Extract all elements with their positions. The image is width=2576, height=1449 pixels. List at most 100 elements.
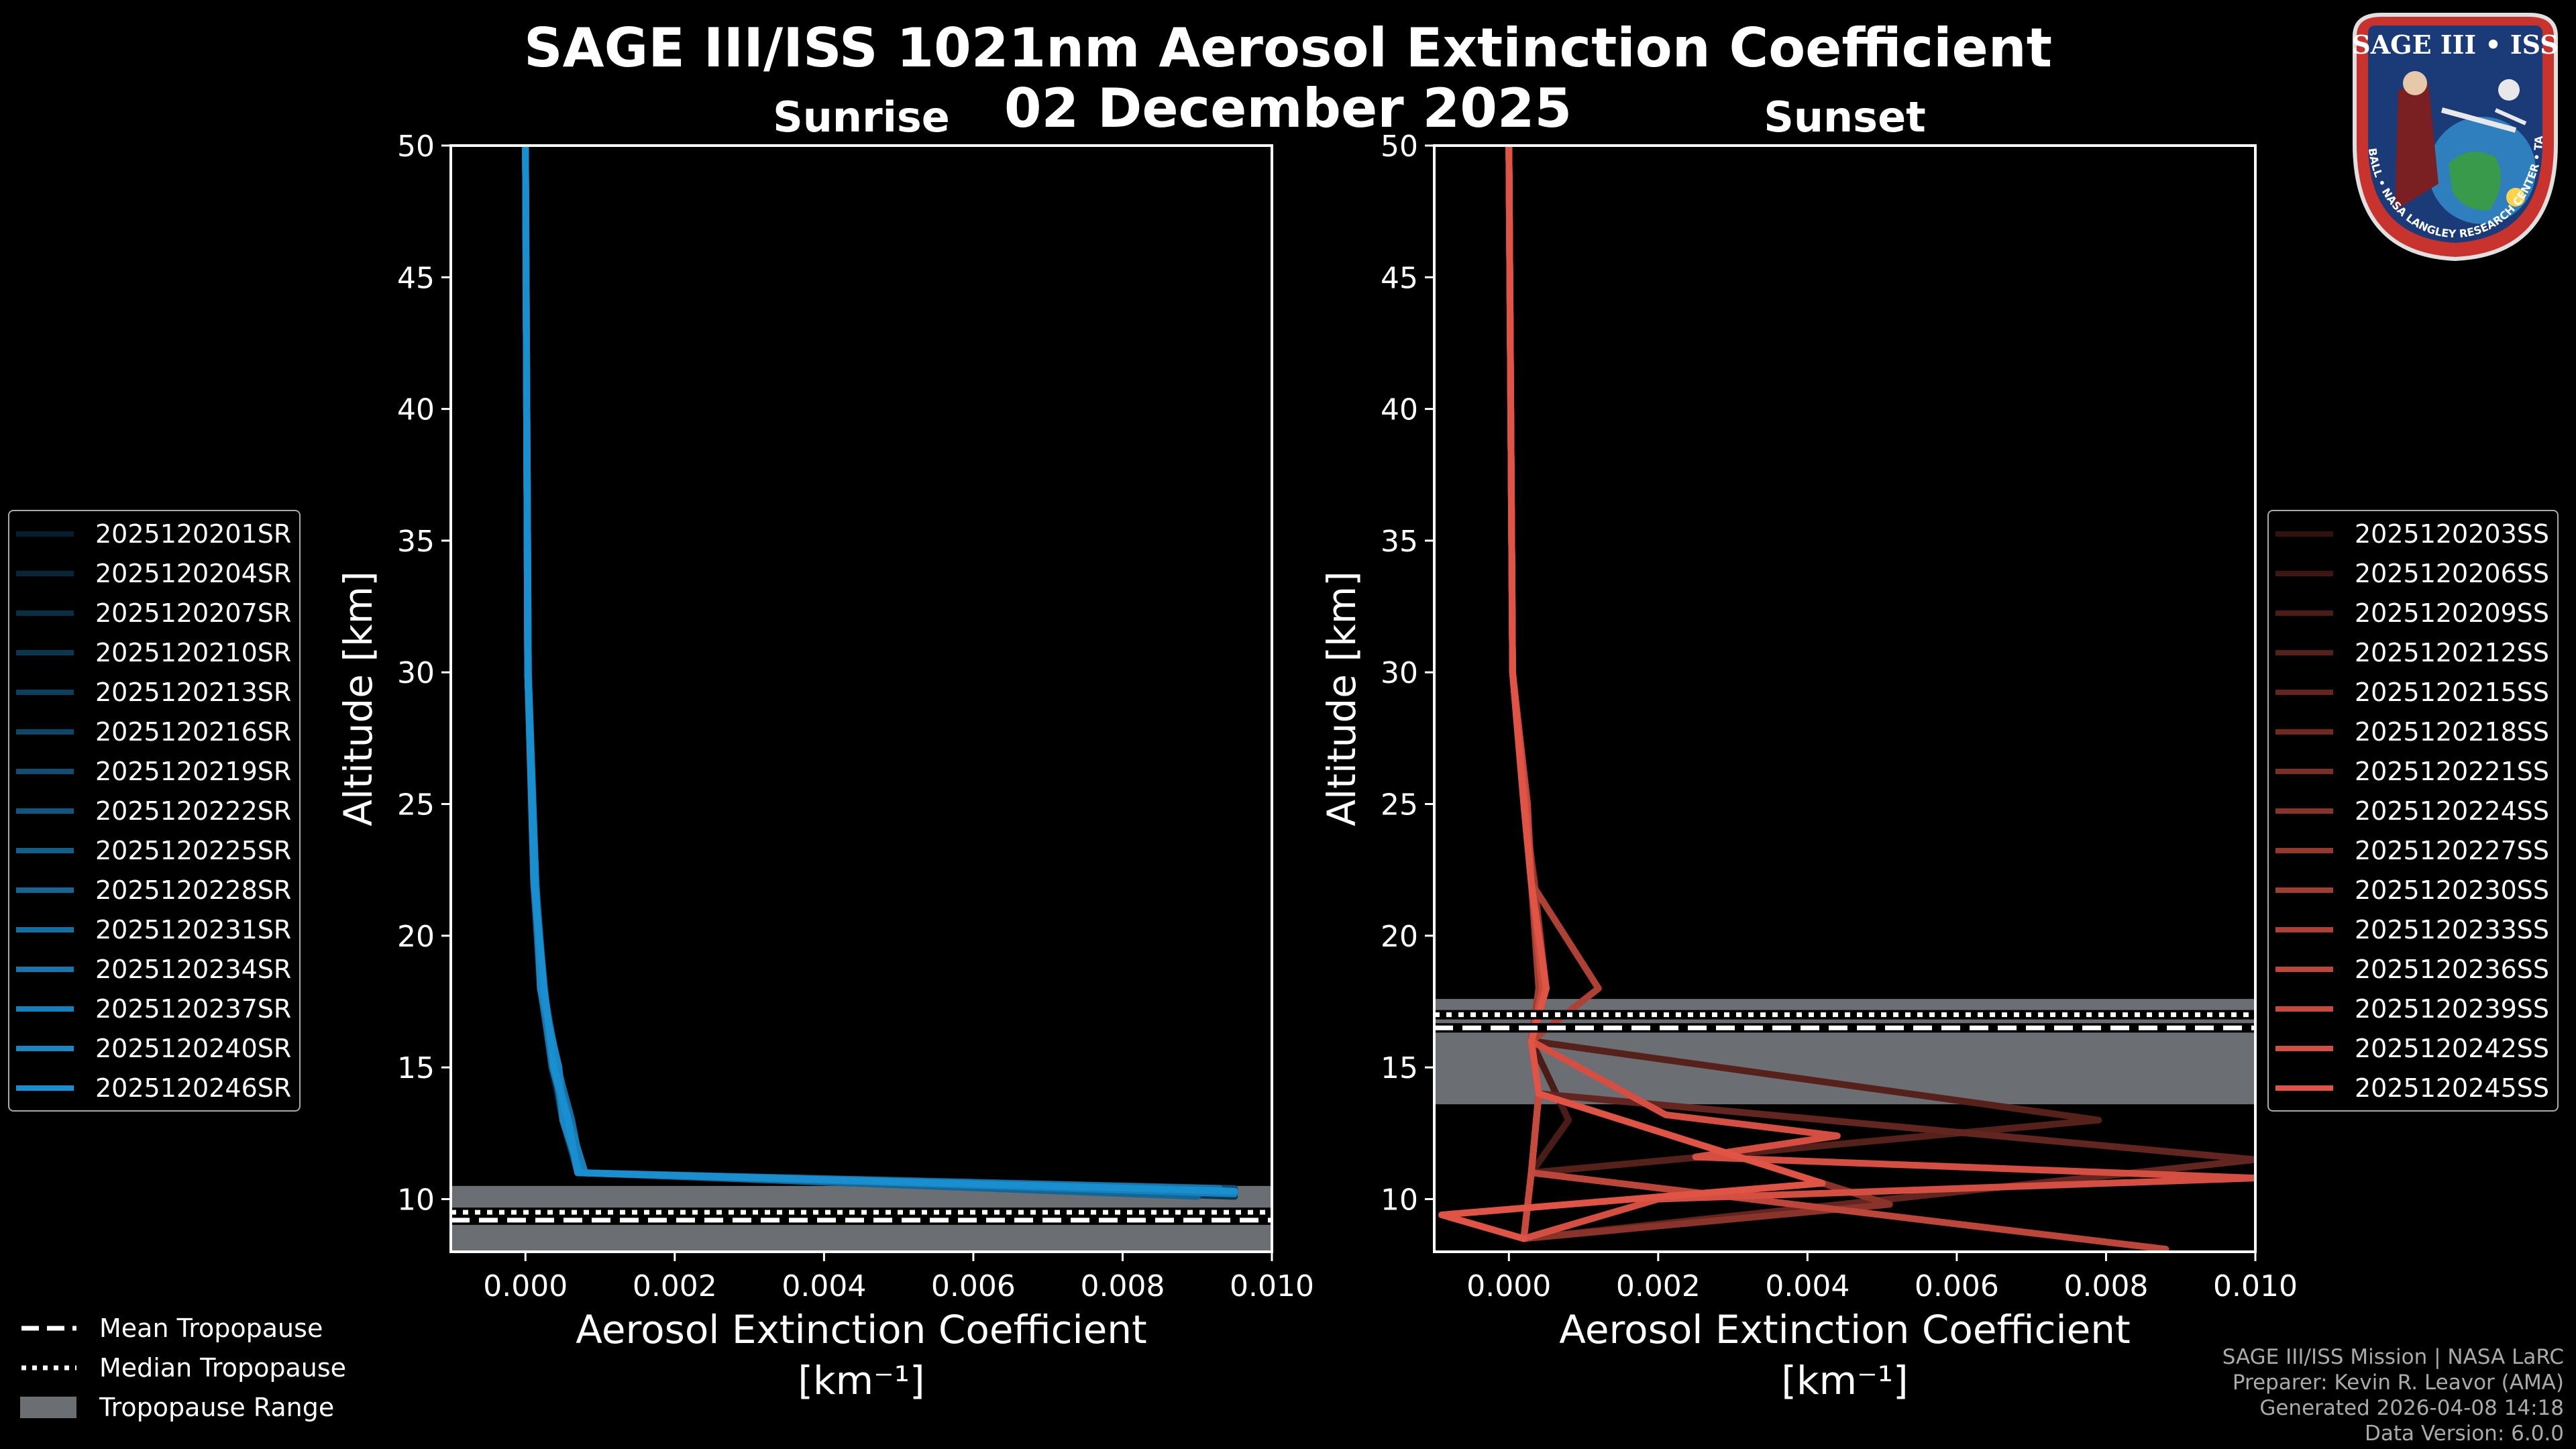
legend-tropopause-range: Tropopause Range xyxy=(20,1387,346,1427)
legend-label: 2025120237SR xyxy=(95,994,292,1024)
legend-swatch xyxy=(16,570,74,576)
legend-item: 2025120210SR xyxy=(16,633,291,672)
legend-swatch xyxy=(16,887,74,893)
legend-swatch xyxy=(16,649,74,655)
legend-swatch xyxy=(2275,1006,2333,1012)
sunset-panel: 10 15 20 25 30 35 40 45 50 0.000 0.002 0.004 0.006 0.… xyxy=(1319,129,2298,1403)
legend-item: 2025120234SR xyxy=(16,949,291,989)
legend-item: 2025120236SS xyxy=(2275,949,2549,989)
x-tick-label: 0.000 xyxy=(483,1269,568,1303)
legend-swatch xyxy=(2275,729,2333,735)
legend-label: 2025120228SR xyxy=(95,875,292,905)
chart-date: 02 December 2025 xyxy=(1004,77,1572,140)
x-tick-label: 0.006 xyxy=(1915,1269,1999,1303)
legend-label: 2025120206SS xyxy=(2355,558,2550,588)
legend-swatch xyxy=(16,1085,74,1091)
y-tick-label: 40 xyxy=(397,393,435,427)
legend-swatch xyxy=(2275,887,2333,893)
legend-label: 2025120236SS xyxy=(2355,954,2550,984)
legend-item: 2025120201SR xyxy=(16,514,291,553)
legend-item: 2025120245SS xyxy=(2275,1068,2549,1108)
legend-label: 2025120219SR xyxy=(95,756,292,786)
y-tick-label: 25 xyxy=(1381,788,1418,822)
legend-label: 2025120240SR xyxy=(95,1033,292,1063)
legend-label: 2025120242SS xyxy=(2355,1033,2550,1063)
x-tick-label: 0.004 xyxy=(782,1269,866,1303)
y-tick-label: 10 xyxy=(1381,1183,1418,1217)
series-line-2025120216SR xyxy=(522,146,1224,1197)
x-tick-label: 0.002 xyxy=(633,1269,717,1303)
legend-item: 2025120242SS xyxy=(2275,1028,2549,1068)
legend-swatch xyxy=(2275,1085,2333,1091)
series-line-2025120204SR xyxy=(522,146,1238,1197)
series-line-2025120237SR xyxy=(522,146,1238,1197)
series-line-2025120231SR xyxy=(522,146,1238,1195)
legend-swatch xyxy=(16,768,74,774)
plot-area xyxy=(451,146,1272,1252)
y-axis-label: Altitude [km] xyxy=(1319,571,1364,826)
legend-swatch xyxy=(16,926,74,932)
plot-frame xyxy=(449,144,1273,1253)
x-tick-label: 0.006 xyxy=(931,1269,1016,1303)
chart-title: SAGE III/ISS 1021nm Aerosol Extinction C… xyxy=(524,17,2052,79)
legend-item: 2025120207SR xyxy=(16,593,291,633)
y-tick-label: 50 xyxy=(1381,129,1418,164)
legend-item: 2025120216SR xyxy=(16,712,291,751)
y-tick-label: 20 xyxy=(397,920,435,954)
legend-item: 2025120240SR xyxy=(16,1028,291,1068)
legend-swatch xyxy=(2275,768,2333,774)
legend-label: 2025120215SS xyxy=(2355,677,2550,707)
sunrise-legend: 2025120201SR 2025120204SR 2025120207SR 2025… xyxy=(8,510,301,1112)
series-line-2025120246SR xyxy=(522,146,1238,1195)
y-tick-label: 15 xyxy=(1381,1051,1418,1085)
legend-item: 2025120246SR xyxy=(16,1068,291,1108)
y-tick-label: 35 xyxy=(1381,525,1418,559)
legend-label: 2025120224SS xyxy=(2355,796,2550,826)
legend-swatch xyxy=(2275,926,2333,932)
legend-label: 2025120234SR xyxy=(95,954,292,984)
y-tick-label: 15 xyxy=(397,1051,435,1085)
y-axis-label: Altitude [km] xyxy=(335,571,381,826)
legend-item: 2025120206SS xyxy=(2275,553,2549,593)
series-line-2025120219SR xyxy=(522,146,1238,1192)
legend-label: 2025120203SS xyxy=(2355,519,2550,549)
legend-label: 2025120201SR xyxy=(95,519,292,549)
legend-swatch xyxy=(2275,570,2333,576)
legend-item: 2025120203SS xyxy=(2275,514,2549,553)
legend-label: 2025120221SS xyxy=(2355,756,2550,786)
legend-label: 2025120233SS xyxy=(2355,914,2550,945)
legend-label: 2025120216SR xyxy=(95,716,292,747)
legend-swatch xyxy=(2275,808,2333,814)
legend-label: 2025120231SR xyxy=(95,914,292,945)
legend-swatch xyxy=(2275,610,2333,616)
plot-area xyxy=(1434,146,2255,1252)
legend-label: 2025120209SS xyxy=(2355,598,2550,628)
x-tick-label: 0.010 xyxy=(1230,1269,1314,1303)
sunset-legend: 2025120203SS 2025120206SS 2025120209SS 2025… xyxy=(2267,510,2559,1112)
legend-label: 2025120246SR xyxy=(95,1073,292,1103)
x-tick-label: 0.010 xyxy=(2213,1269,2298,1303)
x-tick-label: 0.008 xyxy=(2063,1269,2148,1303)
svg-text:SAGE III • ISS: SAGE III • ISS xyxy=(2352,30,2558,60)
legend-label: 2025120222SR xyxy=(95,796,292,826)
series-line-2025120225SR xyxy=(522,146,1238,1197)
series-line-2025120207SR xyxy=(522,146,1201,1192)
legend-swatch xyxy=(16,847,74,853)
plot-frame xyxy=(1433,144,2257,1253)
legend-item: 2025120209SS xyxy=(2275,593,2549,633)
legend-label: 2025120210SR xyxy=(95,637,292,667)
legend-swatch xyxy=(16,729,74,735)
legend-item: 2025120222SR xyxy=(16,791,291,830)
legend-swatch xyxy=(16,808,74,814)
series-line-2025120228SR xyxy=(522,146,1201,1200)
sunset-subtitle: Sunset xyxy=(1764,93,1926,142)
credits: SAGE III/ISS Mission | NASA LaRC Prepare… xyxy=(2222,1345,2564,1446)
legend-label: 2025120212SS xyxy=(2355,637,2550,667)
x-tick-label: 0.002 xyxy=(1616,1269,1701,1303)
y-tick-label: 45 xyxy=(1381,261,1418,295)
legend-item: 2025120213SR xyxy=(16,672,291,712)
legend-item: 2025120224SS xyxy=(2275,791,2549,830)
legend-item: 2025120218SS xyxy=(2275,712,2549,751)
series-line-2025120222SR xyxy=(522,146,1216,1195)
series-line-2025120234SR xyxy=(522,146,1224,1192)
